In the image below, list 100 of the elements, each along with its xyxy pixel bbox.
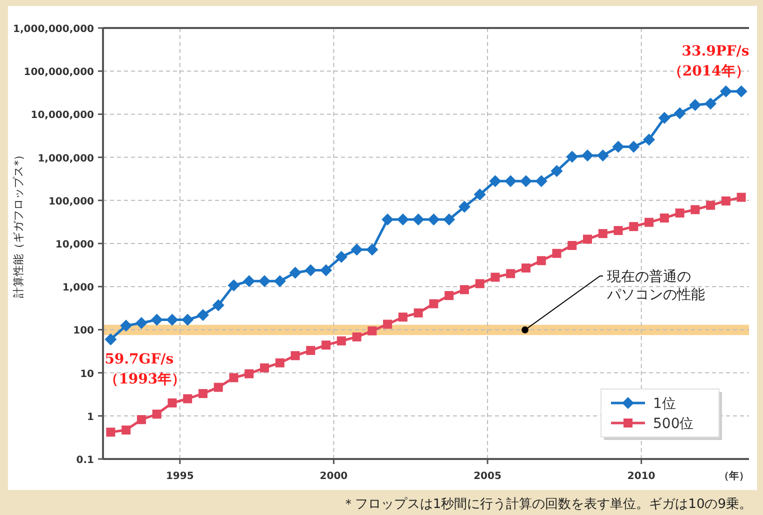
point [550, 165, 563, 178]
text: ＊フロップスは1秒間に行う計算の回数を表す単位。ギガは10の9乗。 [342, 497, 752, 512]
x-tick-label: 2010 [627, 471, 656, 482]
y-tick-label: 1,000,000 [38, 153, 94, 164]
point [521, 264, 530, 273]
point [136, 415, 146, 424]
point [135, 317, 148, 330]
point [322, 340, 331, 350]
point [443, 214, 456, 226]
point [304, 264, 317, 276]
point [429, 299, 438, 308]
point [612, 140, 624, 153]
point [275, 358, 284, 368]
point [260, 363, 269, 372]
point [474, 188, 486, 201]
y-tick-label: 100,000 [48, 196, 94, 208]
point [536, 256, 546, 266]
x-tick-label: 2005 [474, 471, 502, 482]
point [274, 275, 286, 288]
point [414, 308, 423, 318]
point [458, 200, 470, 213]
point [214, 382, 223, 392]
point [658, 112, 670, 124]
point [166, 314, 178, 326]
point [398, 312, 408, 322]
legend-label: 500位 [653, 416, 694, 432]
y-axis-title: 計算性能（ギガフロップス*） [12, 149, 25, 298]
point [122, 426, 131, 435]
point [460, 285, 469, 294]
point [644, 218, 654, 227]
point [352, 332, 362, 342]
point [258, 275, 270, 288]
point [290, 351, 300, 360]
point [535, 175, 548, 188]
x-tick-label: 1995 [166, 471, 194, 482]
point [568, 240, 577, 250]
y-tick-label: 100,000,000 [24, 67, 94, 78]
point [104, 333, 117, 346]
point [106, 428, 116, 437]
annotation: 33.9PF/s （2014年） [668, 43, 750, 80]
point [368, 326, 377, 336]
point [598, 229, 608, 238]
point [350, 244, 363, 256]
point [336, 336, 346, 346]
point [706, 200, 716, 210]
point [660, 214, 669, 223]
point [689, 99, 702, 112]
point [596, 150, 609, 162]
point [243, 275, 256, 288]
y-tick-label: 10,000 [55, 240, 94, 250]
point [396, 214, 409, 226]
band-label: 現在の普通のパソコンの性能 [606, 268, 705, 303]
point [183, 394, 192, 404]
point [306, 346, 316, 355]
point [198, 389, 208, 398]
y-tick-label: 1,000,000,000 [13, 24, 94, 35]
point [444, 291, 454, 300]
point [736, 192, 746, 202]
annotation: 59.7GF/s （1993年） [104, 351, 186, 388]
legend-label: 1位 [653, 396, 676, 412]
point [320, 264, 332, 276]
point [614, 226, 623, 236]
y-tick-label: 0.1 [76, 455, 94, 466]
point [674, 107, 686, 120]
point [366, 244, 378, 256]
point [690, 205, 700, 214]
point [182, 314, 194, 326]
y-tick-label: 1,000 [62, 282, 94, 294]
y-tick-label: 10,000,000 [30, 110, 94, 122]
point [212, 299, 224, 312]
point [643, 134, 656, 146]
point [196, 308, 209, 321]
point [383, 320, 392, 329]
point [675, 208, 684, 218]
point [490, 272, 500, 282]
point [228, 279, 240, 292]
point [552, 248, 562, 258]
point [629, 222, 638, 232]
point [582, 150, 594, 162]
point [566, 150, 578, 163]
point [504, 175, 517, 188]
point [428, 214, 440, 226]
y-tick-label: 1 [87, 412, 94, 423]
point [475, 279, 484, 288]
point [720, 85, 732, 98]
point [244, 369, 254, 378]
point [506, 269, 516, 278]
y-tick-label: 100 [73, 326, 94, 337]
point [168, 398, 177, 408]
x-axis-title: （年） [719, 470, 749, 482]
point [289, 266, 302, 279]
point [152, 410, 162, 419]
point [382, 214, 394, 226]
point [120, 320, 132, 332]
point [150, 314, 163, 326]
point [735, 85, 748, 98]
point [335, 250, 348, 263]
point [583, 234, 592, 244]
point [229, 373, 238, 382]
point [520, 175, 532, 188]
